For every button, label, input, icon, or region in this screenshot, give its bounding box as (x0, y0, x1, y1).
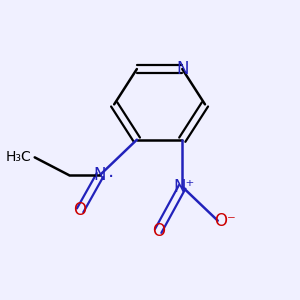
Text: N: N (94, 166, 106, 184)
Text: H₃C: H₃C (6, 150, 32, 164)
Text: ·: · (108, 169, 115, 188)
Text: N⁺: N⁺ (173, 178, 194, 196)
Text: O⁻: O⁻ (214, 212, 236, 230)
Text: O: O (152, 222, 165, 240)
Text: O: O (74, 201, 87, 219)
Text: N: N (176, 60, 188, 78)
